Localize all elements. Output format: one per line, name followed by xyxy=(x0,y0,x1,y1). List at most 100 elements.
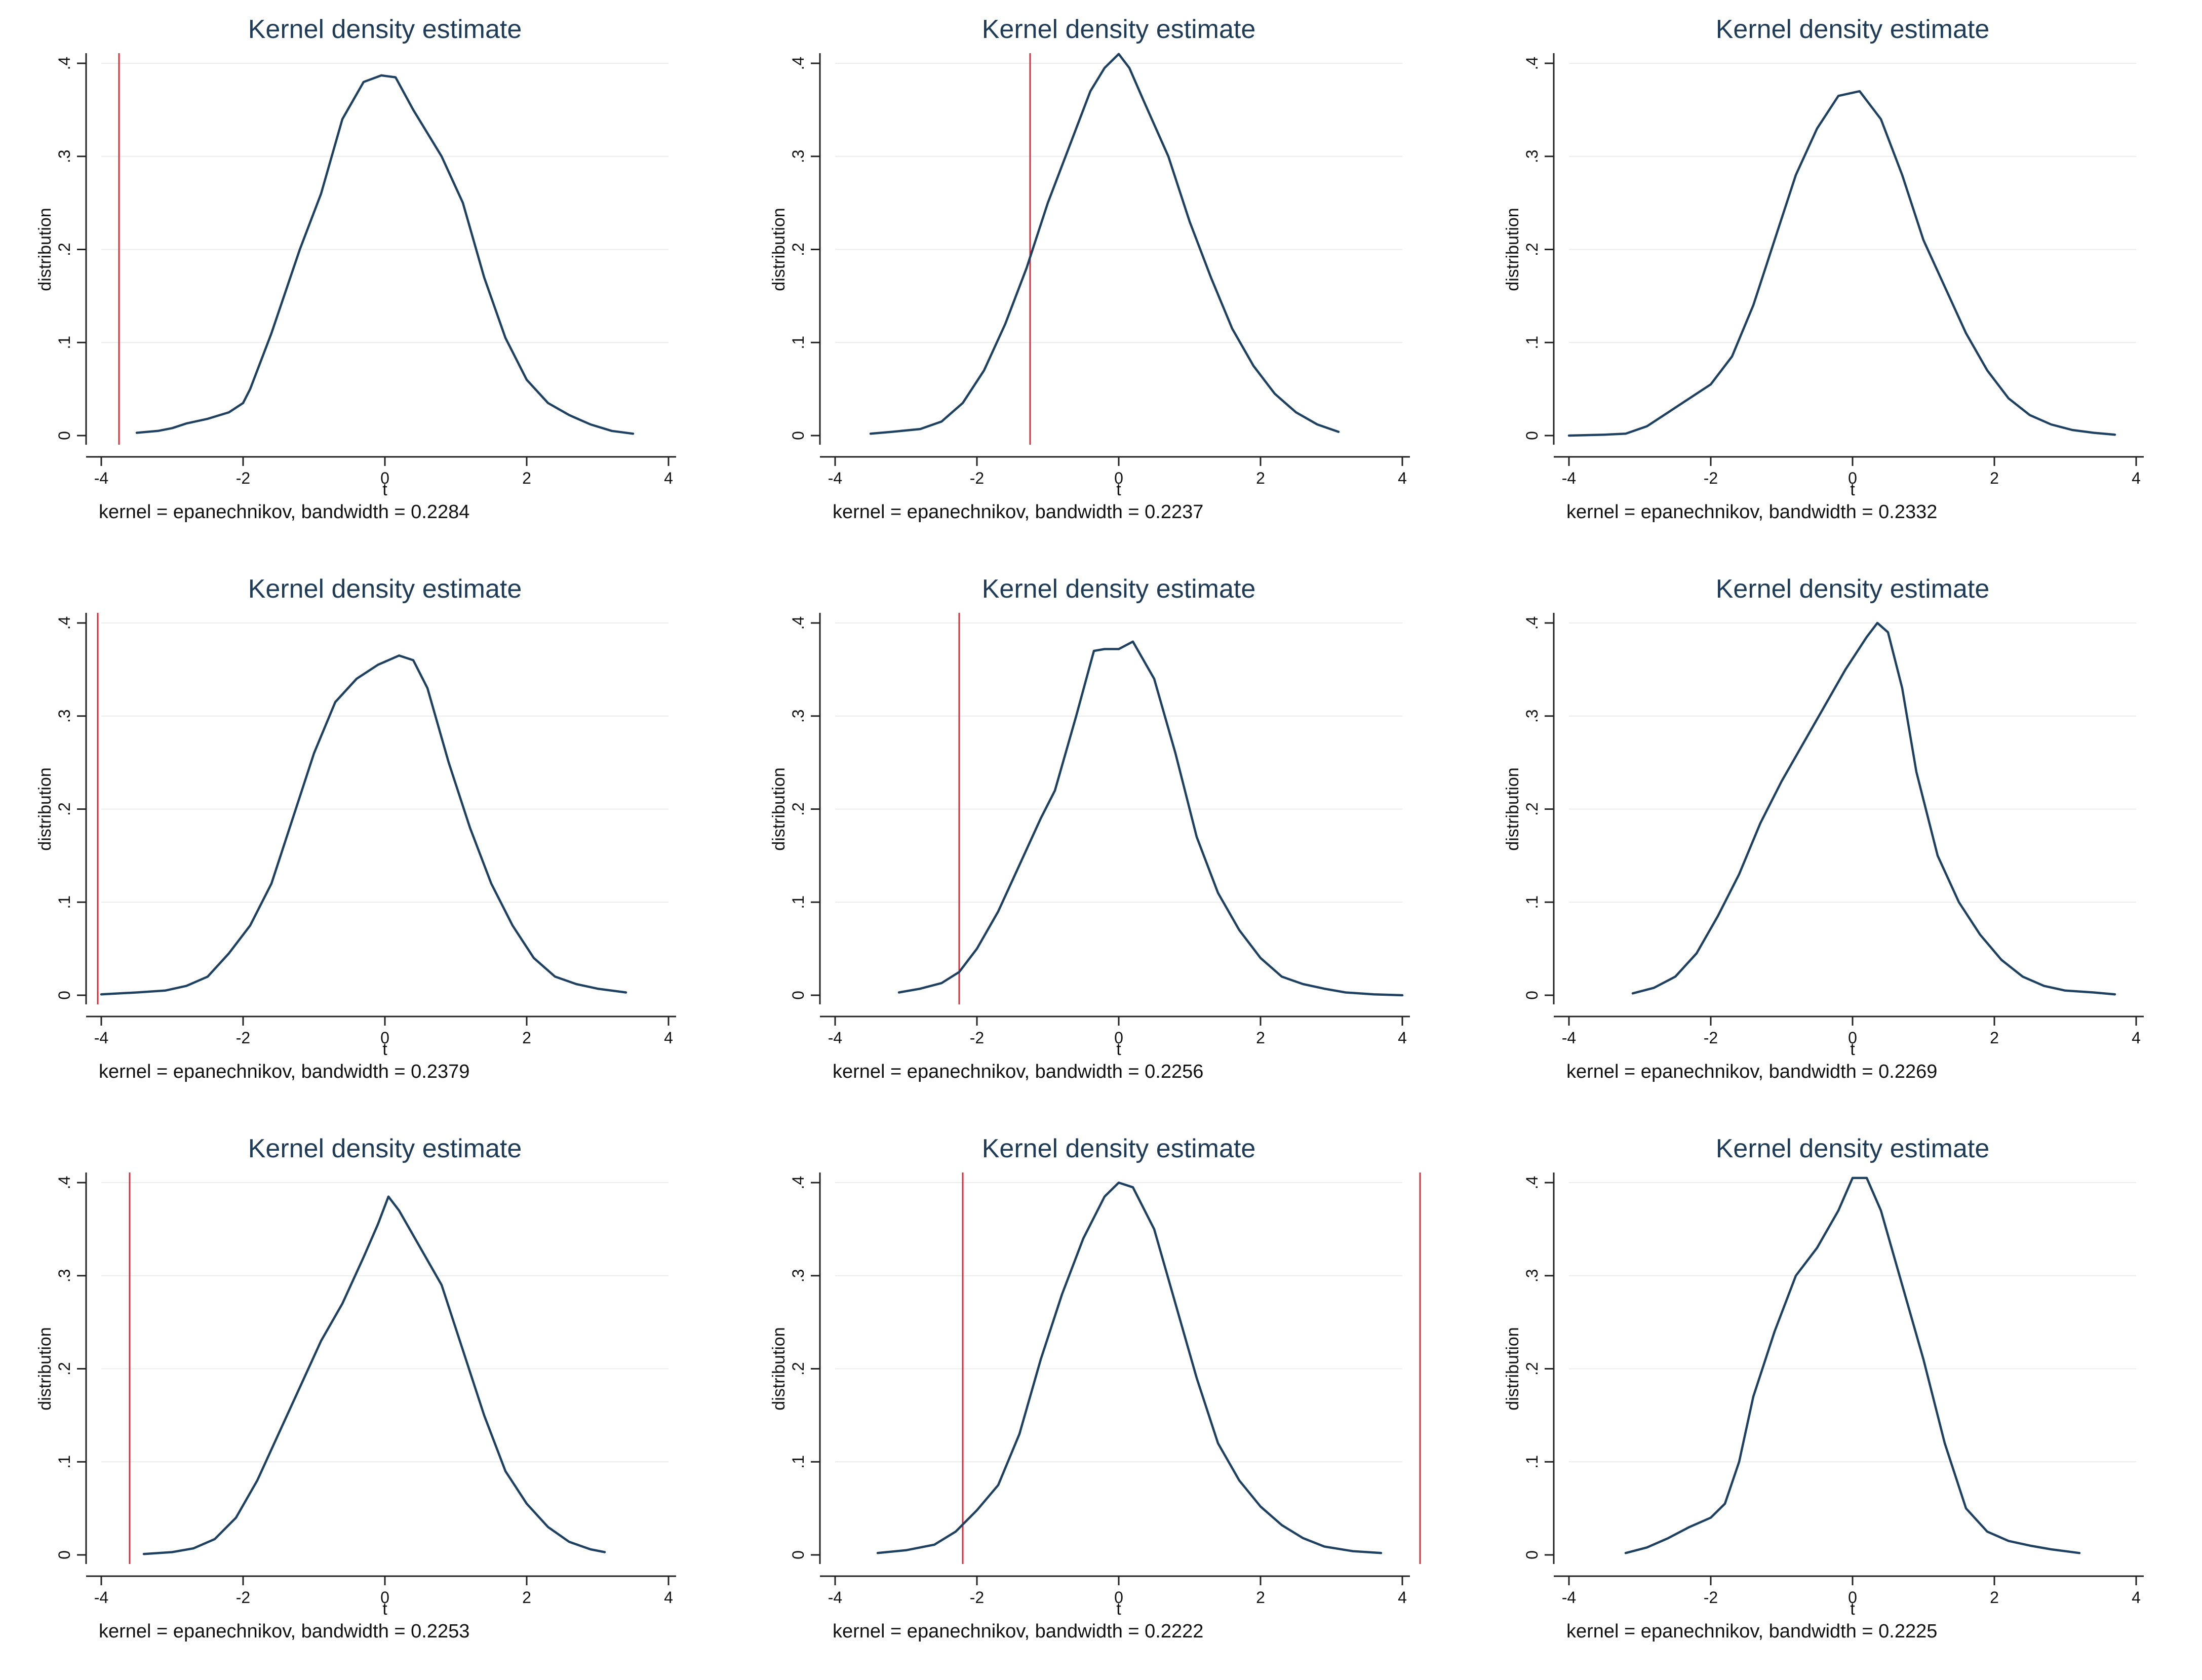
y-tick-label: .4 xyxy=(55,616,73,630)
x-tick-label: 2 xyxy=(1256,1029,1265,1047)
y-axis-title: distribution xyxy=(769,208,789,291)
kernel-note: kernel = epanechnikov, bandwidth = 0.226… xyxy=(1566,1061,1938,1082)
y-tick-label: .2 xyxy=(789,243,807,256)
density-curve xyxy=(869,53,1340,435)
y-tick-label: .4 xyxy=(55,1176,73,1190)
y-tick-label: .3 xyxy=(789,1269,807,1282)
y-tick-label: .1 xyxy=(1523,1455,1541,1469)
y-tick-label: 0 xyxy=(1523,431,1541,440)
x-tick-label: 0 xyxy=(1848,1588,1857,1607)
density-chart: 0 .1 .2 .3 .4 -4 -2 0 2 4 t distribution Kernel dens… xyxy=(769,574,1410,1059)
x-axis-title: t xyxy=(1850,1040,1855,1059)
kernel-note: kernel = epanechnikov, bandwidth = 0.222… xyxy=(833,1621,1204,1642)
x-tick-label: 0 xyxy=(380,1029,389,1047)
y-tick-label: .3 xyxy=(55,149,73,163)
y-tick-label: .3 xyxy=(1523,149,1541,163)
y-axis-title: distribution xyxy=(35,1327,55,1410)
y-axis-title: distribution xyxy=(35,208,55,291)
x-tick-label: 4 xyxy=(2132,469,2141,487)
x-tick-label: 2 xyxy=(1990,1588,1999,1607)
x-axis-title: t xyxy=(382,1040,387,1059)
x-tick-label: -2 xyxy=(970,1029,984,1047)
y-tick-label: .2 xyxy=(55,243,73,256)
density-curve xyxy=(1567,90,2116,437)
y-tick-label: .3 xyxy=(789,149,807,163)
x-tick-label: 2 xyxy=(1990,469,1999,487)
x-tick-label: -4 xyxy=(1562,1029,1576,1047)
x-axis-title: t xyxy=(1116,1599,1121,1619)
density-panel: 0 .1 .2 .3 .4 -4 -2 0 2 4 t distribution Kernel dens… xyxy=(1468,1119,2201,1679)
y-tick-label: .4 xyxy=(789,1176,807,1190)
y-tick-label: 0 xyxy=(789,991,807,1000)
chart-title: Kernel density estimate xyxy=(248,15,522,44)
kernel-note: kernel = epanechnikov, bandwidth = 0.233… xyxy=(1566,501,1938,523)
x-tick-label: -4 xyxy=(828,1588,842,1607)
y-tick-label: 0 xyxy=(1523,1550,1541,1559)
x-tick-label: 2 xyxy=(522,469,531,487)
y-axis-title: distribution xyxy=(1503,1327,1522,1410)
x-tick-label: 0 xyxy=(1114,1029,1123,1047)
density-panel: 0 .1 .2 .3 .4 -4 -2 0 2 4 t distribution Kernel dens… xyxy=(0,560,734,1119)
density-panel: 0 .1 .2 .3 .4 -4 -2 0 2 4 t distribution Kernel dens… xyxy=(1468,0,2201,560)
y-tick-label: .3 xyxy=(1523,1269,1541,1282)
x-tick-label: 4 xyxy=(664,1588,673,1607)
y-tick-label: .4 xyxy=(1523,616,1541,630)
x-tick-label: 4 xyxy=(664,1029,673,1047)
x-tick-label: -2 xyxy=(236,1588,250,1607)
y-axis-title: distribution xyxy=(1503,208,1522,291)
x-tick-label: -2 xyxy=(970,1588,984,1607)
x-tick-label: -2 xyxy=(236,1029,250,1047)
x-tick-label: 4 xyxy=(1398,1029,1407,1047)
density-curve xyxy=(135,74,635,435)
x-axis-title: t xyxy=(382,1599,387,1619)
y-tick-label: 0 xyxy=(789,1550,807,1559)
y-tick-label: 0 xyxy=(789,431,807,440)
x-tick-label: 0 xyxy=(1114,469,1123,487)
y-tick-label: .4 xyxy=(1523,57,1541,70)
density-chart: 0 .1 .2 .3 .4 -4 -2 0 2 4 t distribution Kernel dens… xyxy=(35,1134,676,1619)
y-axis-title: distribution xyxy=(769,1327,789,1410)
kernel-note: kernel = epanechnikov, bandwidth = 0.228… xyxy=(99,501,470,523)
density-chart: 0 .1 .2 .3 .4 -4 -2 0 2 4 t distribution Kernel dens… xyxy=(35,574,676,1059)
x-tick-label: 4 xyxy=(1398,469,1407,487)
y-tick-label: .1 xyxy=(55,336,73,349)
x-tick-label: 0 xyxy=(380,469,389,487)
y-tick-label: .2 xyxy=(55,802,73,816)
density-chart: 0 .1 .2 .3 .4 -4 -2 0 2 4 t distribution Kernel dens… xyxy=(769,15,1410,499)
x-tick-label: -4 xyxy=(1562,1588,1576,1607)
kernel-note: kernel = epanechnikov, bandwidth = 0.222… xyxy=(1566,1621,1938,1642)
kernel-note: kernel = epanechnikov, bandwidth = 0.225… xyxy=(833,1061,1204,1082)
density-panel: 0 .1 .2 .3 .4 -4 -2 0 2 4 t distribution Kernel dens… xyxy=(734,1119,1468,1679)
x-tick-label: -2 xyxy=(1704,469,1718,487)
density-chart: 0 .1 .2 .3 .4 -4 -2 0 2 4 t distribution Kernel dens… xyxy=(1503,574,2144,1059)
density-curve xyxy=(1624,1177,2081,1554)
y-tick-label: 0 xyxy=(55,991,73,1000)
x-tick-label: -4 xyxy=(94,1588,108,1607)
density-panel: 0 .1 .2 .3 .4 -4 -2 0 2 4 t distribution Kernel dens… xyxy=(0,1119,734,1679)
density-curve xyxy=(142,1195,606,1555)
density-panel: 0 .1 .2 .3 .4 -4 -2 0 2 4 t distribution Kernel dens… xyxy=(734,560,1468,1119)
y-tick-label: .1 xyxy=(789,895,807,909)
x-tick-label: 4 xyxy=(2132,1029,2141,1047)
y-tick-label: .3 xyxy=(55,709,73,723)
x-tick-label: 4 xyxy=(1398,1588,1407,1607)
x-tick-label: 2 xyxy=(1990,1029,1999,1047)
chart-title: Kernel density estimate xyxy=(982,1134,1256,1163)
y-axis-title: distribution xyxy=(1503,767,1522,850)
density-curve xyxy=(1631,621,2116,996)
x-tick-label: -2 xyxy=(1704,1029,1718,1047)
density-panel: 0 .1 .2 .3 .4 -4 -2 0 2 4 t distribution Kernel dens… xyxy=(0,0,734,560)
x-tick-label: -4 xyxy=(94,1029,108,1047)
chart-title: Kernel density estimate xyxy=(982,574,1256,604)
y-tick-label: .4 xyxy=(55,57,73,70)
x-tick-label: -4 xyxy=(828,1029,842,1047)
y-axis-title: distribution xyxy=(35,767,55,850)
density-chart: 0 .1 .2 .3 .4 -4 -2 0 2 4 t distribution Kernel dens… xyxy=(1503,15,2144,499)
x-tick-label: -2 xyxy=(1704,1588,1718,1607)
y-tick-label: .3 xyxy=(55,1269,73,1282)
y-tick-label: 0 xyxy=(55,431,73,440)
y-tick-label: 0 xyxy=(1523,991,1541,1000)
y-tick-label: .4 xyxy=(789,57,807,70)
density-chart: 0 .1 .2 .3 .4 -4 -2 0 2 4 t distribution Kernel dens… xyxy=(769,1134,1421,1619)
x-tick-label: 0 xyxy=(1848,1029,1857,1047)
